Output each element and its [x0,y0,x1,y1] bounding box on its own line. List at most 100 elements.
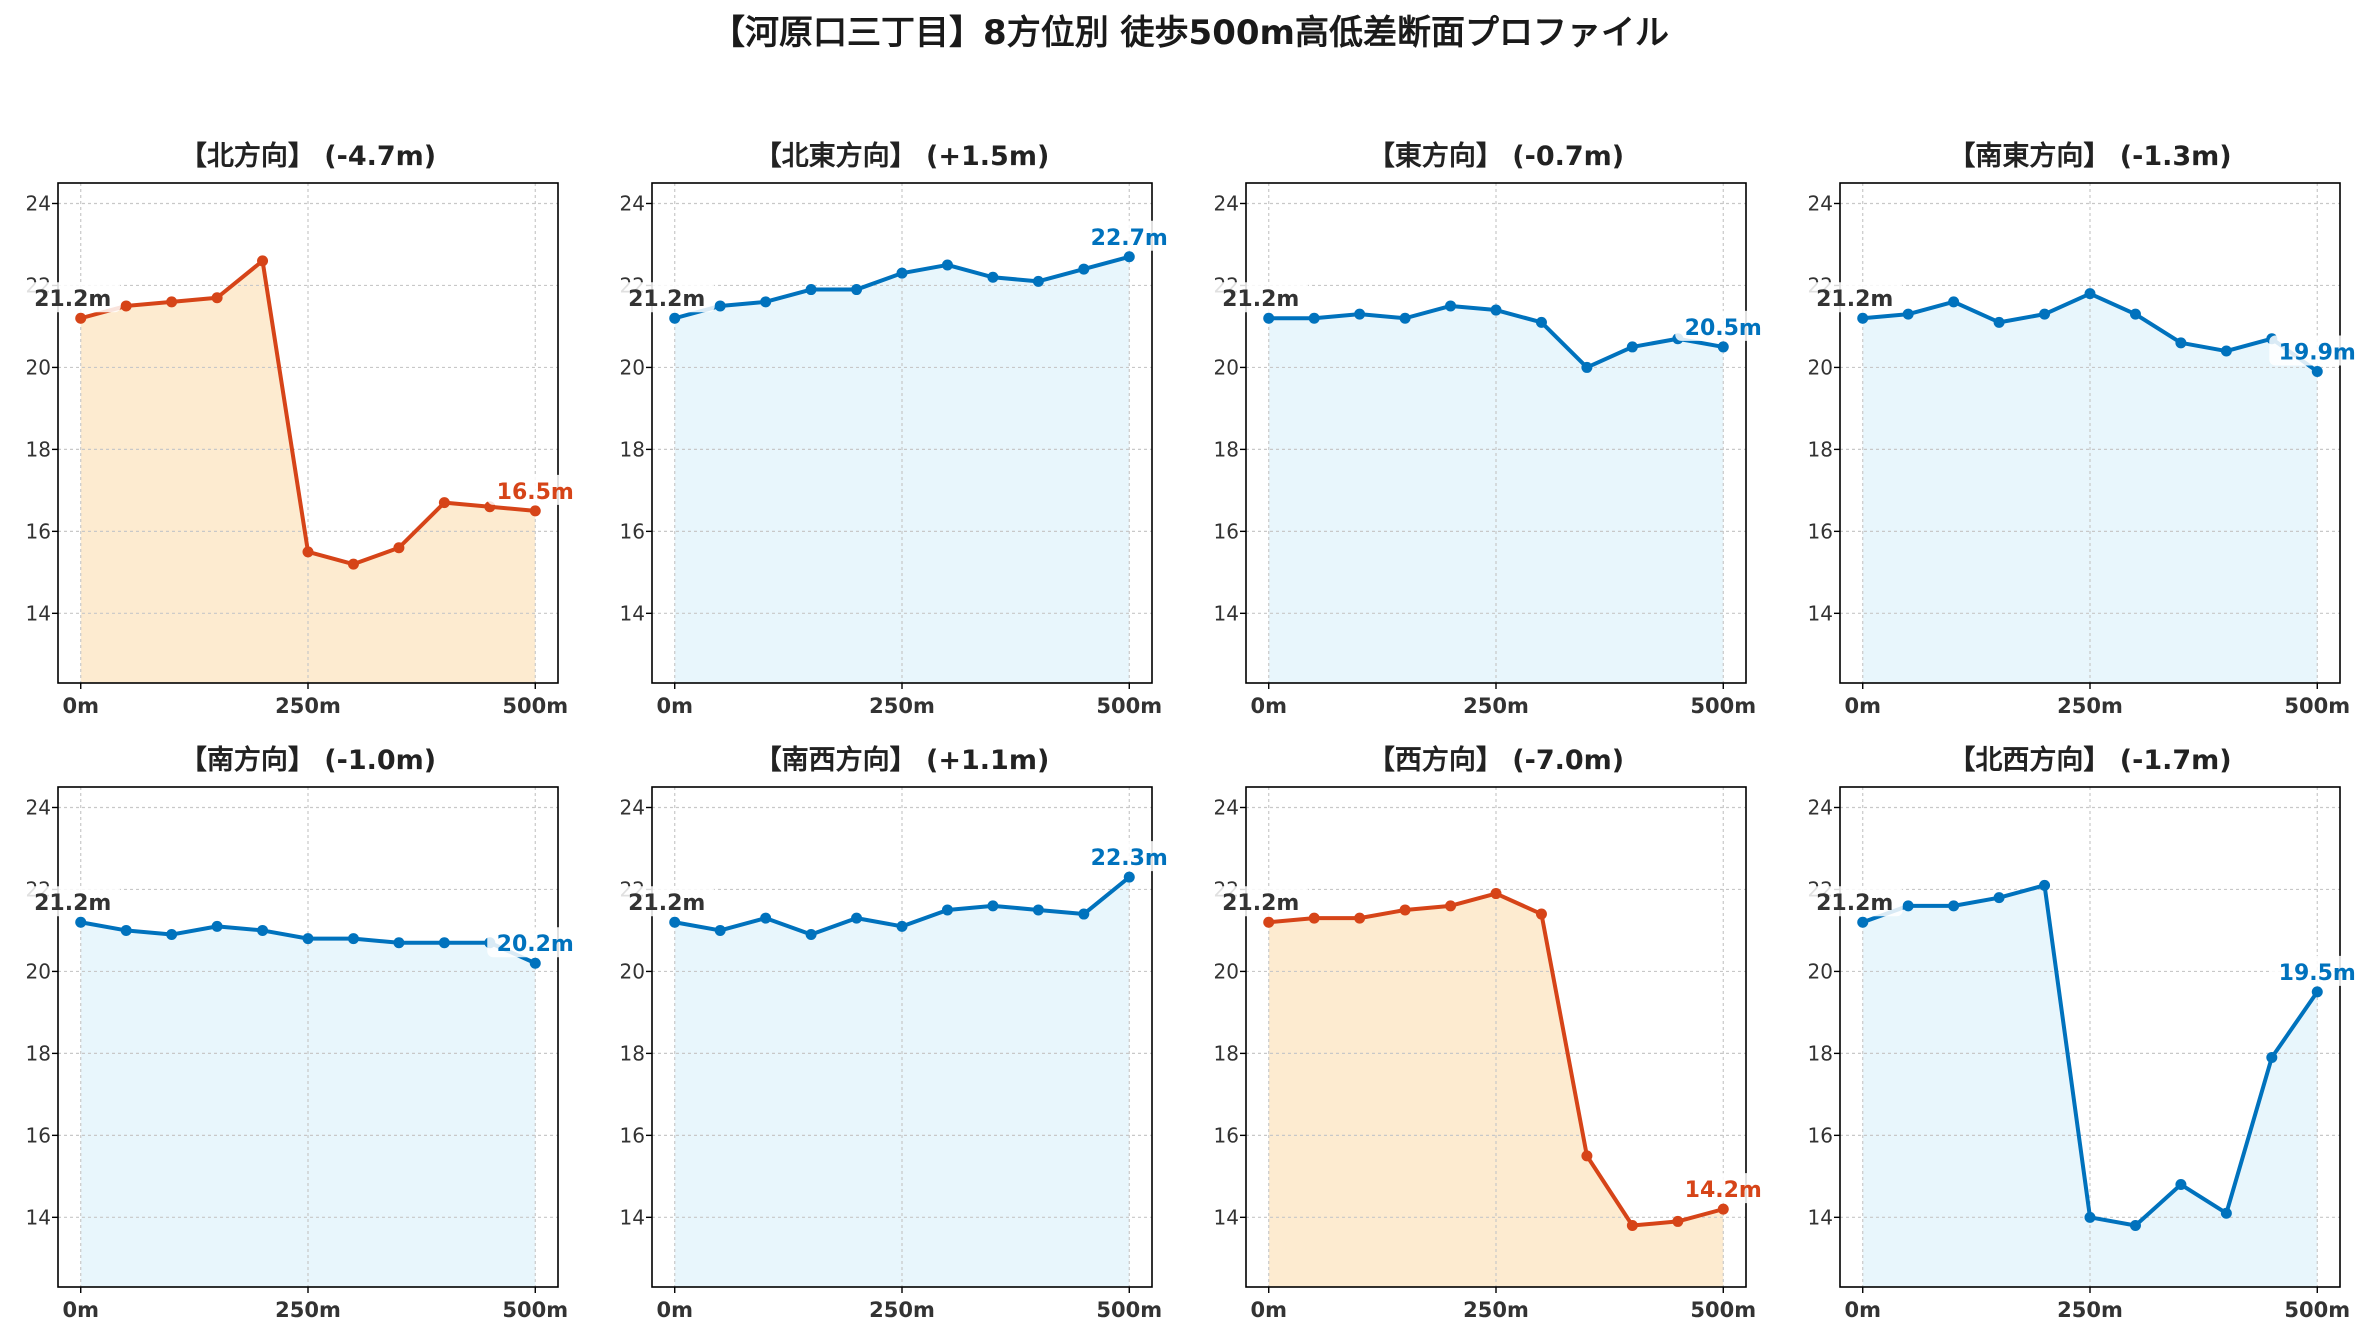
panel-5: 1416182022240m250m500m【南西方向】 (+1.1m)21.2… [618,744,1178,1322]
data-point [211,920,223,932]
y-tick-label: 14 [620,1205,645,1229]
data-point [987,271,999,283]
data-point [1490,304,1502,316]
data-point [393,937,405,949]
y-tick-label: 16 [1808,519,1833,543]
panel-title: 【北東方向】 (+1.5m) [755,140,1050,172]
y-tick-label: 18 [620,437,645,461]
y-tick-label: 14 [26,601,51,625]
panel-title: 【北方向】 (-4.7m) [180,140,436,172]
start-label-bg [1212,886,1309,917]
x-tick-label: 0m [62,694,99,718]
start-label-bg [24,886,121,917]
x-tick-label: 0m [62,1298,99,1322]
data-point [941,904,953,916]
data-point [1717,341,1729,353]
data-point [2175,337,2187,349]
data-point [2311,986,2323,998]
data-point [1581,361,1593,373]
data-point [1078,908,1090,920]
panel-7: 1416182022240m250m500m【北西方向】 (-1.7m)21.2… [1806,744,2366,1322]
data-point [120,924,132,936]
area-fill [674,256,1130,683]
data-point [347,933,359,945]
data-point [1308,912,1320,924]
data-point [1399,904,1411,916]
data-point [1902,900,1914,912]
data-point [1535,316,1547,328]
data-point [347,558,359,570]
data-point [2175,1179,2187,1191]
area-fill [1862,293,2318,683]
area-fill [80,922,536,1287]
data-point [1626,341,1638,353]
data-point [896,920,908,932]
data-point [302,933,314,945]
data-point [851,284,863,296]
data-point [714,924,726,936]
y-tick-label: 24 [1808,795,1833,819]
data-point [760,296,772,308]
data-point [438,937,450,949]
end-label-bg [2269,335,2366,366]
y-tick-label: 20 [1214,959,1239,983]
data-point [75,312,87,324]
data-point [2220,345,2232,357]
data-point [166,929,178,941]
panel-2: 1416182022240m250m500m【東方向】 (-0.7m)21.2m… [1212,140,1772,718]
y-tick-label: 18 [26,437,51,461]
end-label: 20.5m [1685,316,1762,341]
x-tick-label: 500m [2284,694,2350,718]
data-point [669,916,681,928]
data-point [529,505,541,517]
panel-title: 【南西方向】 (+1.1m) [755,744,1050,776]
x-tick-label: 500m [1690,694,1756,718]
y-tick-label: 14 [1214,601,1239,625]
data-point [1948,900,1960,912]
data-point [1948,296,1960,308]
y-tick-label: 16 [620,519,645,543]
data-point [1490,888,1502,900]
panel-title: 【南方向】 (-1.0m) [180,744,436,776]
start-label-bg [1806,282,1903,313]
data-point [257,924,269,936]
x-tick-label: 250m [1463,694,1529,718]
data-point [760,912,772,924]
y-tick-label: 20 [26,959,51,983]
data-point [1626,1220,1638,1232]
y-tick-label: 14 [26,1205,51,1229]
x-tick-label: 500m [2284,1298,2350,1322]
end-label: 20.2m [497,932,574,957]
y-tick-label: 24 [26,191,51,215]
start-label-bg [1806,886,1903,917]
end-label: 19.5m [2279,961,2356,986]
end-label: 22.7m [1091,226,1168,251]
x-tick-label: 250m [1463,1298,1529,1322]
data-point [1902,308,1914,320]
data-point [2311,366,2323,378]
area-fill [1862,885,2318,1287]
data-point [1857,312,1869,324]
y-tick-label: 16 [1808,1123,1833,1147]
x-tick-label: 500m [1096,1298,1162,1322]
data-point [2039,308,2051,320]
y-tick-label: 16 [26,1123,51,1147]
panel-title: 【東方向】 (-0.7m) [1368,140,1624,172]
x-tick-label: 250m [275,1298,341,1322]
start-label: 21.2m [34,287,111,312]
data-point [896,267,908,279]
y-tick-label: 16 [1214,519,1239,543]
data-point [1263,916,1275,928]
start-label: 21.2m [1222,891,1299,916]
data-point [1354,912,1366,924]
data-point [1857,916,1869,928]
area-fill [80,260,536,683]
y-tick-label: 14 [1808,601,1833,625]
data-point [438,497,450,509]
panel-1: 1416182022240m250m500m【北東方向】 (+1.5m)21.2… [618,140,1178,718]
x-tick-label: 0m [656,694,693,718]
y-tick-label: 18 [1214,437,1239,461]
x-tick-label: 250m [869,694,935,718]
data-point [1123,871,1135,883]
x-tick-label: 250m [275,694,341,718]
